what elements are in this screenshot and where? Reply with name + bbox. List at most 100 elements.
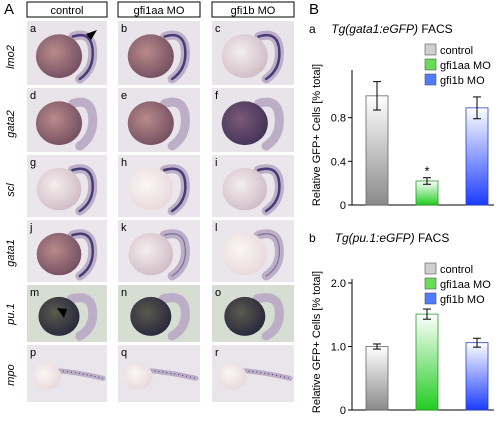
vascular-stain (163, 233, 186, 277)
row-label-scl: scl (5, 183, 17, 197)
row-label-mpo: mpo (5, 364, 17, 385)
arrowhead-icon (57, 308, 67, 318)
legend-label: gfi1aa MO (440, 279, 491, 291)
legend-swatch (424, 73, 437, 86)
significance-marker: * (424, 164, 429, 179)
legend-swatch (424, 292, 437, 305)
chart-b-title-rest: FACS (415, 231, 450, 245)
subfigure-letter: j (29, 222, 32, 234)
chart-a-y-axis-label: Relative GFP+ Cells [% total] (311, 64, 323, 206)
legend-swatch (424, 277, 437, 290)
bar (365, 95, 389, 206)
y-tick-label: 0 (340, 405, 346, 417)
embryo-image-tile: e (118, 88, 200, 152)
vascular-stain (257, 233, 280, 277)
embryo-yolk (221, 34, 268, 79)
embryo-yolk (38, 296, 80, 336)
embryo-image-tile: r (212, 345, 294, 402)
embryo-image-tile: l (212, 220, 294, 282)
row-label-lmo2: lmo2 (5, 45, 17, 69)
column-header-box (117, 1, 201, 18)
panel-a-label: A (4, 1, 14, 18)
legend-swatch (424, 262, 437, 275)
chart-a-title-italic: Tg(gata1:eGFP) (331, 22, 418, 36)
embryo-yolk (224, 296, 266, 336)
subfigure-letter: h (121, 157, 127, 169)
embryo-image-tile: p (27, 345, 107, 402)
bar (465, 107, 489, 206)
y-tick-label: 1.0 (331, 342, 346, 354)
embryo-tail (68, 97, 98, 151)
y-tick-label: 0.4 (331, 156, 346, 168)
embryo-image-tile: f (212, 88, 294, 152)
subfigure-letter: f (215, 90, 219, 102)
embryo-tail (158, 293, 190, 341)
chart-b-title: Tg(pu.1:eGFP) FACS (335, 231, 450, 245)
embryo-image-tile: q (118, 345, 200, 402)
embryo-yolk (128, 167, 174, 211)
vascular-stain (71, 33, 94, 81)
embryo-tail (160, 97, 190, 151)
subfigure-letter: d (30, 90, 36, 102)
bar (465, 342, 489, 411)
column-header-box (26, 1, 108, 18)
panel-b-label: B (309, 1, 319, 18)
embryo-yolk (35, 34, 83, 79)
subfigure-letter: o (215, 287, 221, 299)
legend-label: control (440, 264, 473, 276)
bar (365, 346, 389, 411)
vascular-stain (256, 167, 281, 213)
row-label-pu1: pu.1 (5, 303, 17, 325)
column-header-control: control (50, 5, 83, 17)
vascular-stain (162, 167, 187, 213)
subfigure-letter: e (121, 90, 127, 102)
chart-a-title: Tg(gata1:eGFP) FACS (331, 22, 452, 36)
embryo-yolk (35, 101, 83, 146)
embryo-yolk (36, 232, 82, 276)
legend-label: gfi1b MO (440, 75, 485, 87)
chart-a-subpanel-letter: a (309, 22, 316, 36)
embryo-tail (252, 293, 284, 341)
embryo-image-tile: g (27, 155, 107, 217)
embryo-image-tile: c (212, 21, 294, 85)
embryo-tail (254, 97, 284, 151)
subfigure-letter: r (215, 347, 219, 359)
embryo-image-tile: h (118, 155, 200, 217)
embryo-yolk (33, 363, 61, 390)
bar (415, 313, 439, 411)
chart-b-title-italic: Tg(pu.1:eGFP) (335, 231, 415, 245)
y-tick-label: 0 (340, 200, 346, 212)
chart-pu1-facs: b Tg(pu.1:eGFP) FACS Relative GFP+ Cells… (309, 231, 494, 417)
vascular-stain (71, 167, 94, 213)
vascular-stain (71, 232, 94, 278)
embryo-image-tile: i (212, 155, 294, 217)
embryo-image-tile: o (212, 285, 294, 342)
row-label-gata2: gata2 (5, 110, 17, 138)
embryo-yolk (36, 167, 82, 211)
legend-label: control (440, 45, 473, 57)
arrowhead-icon (86, 30, 97, 40)
subfigure-letter: n (121, 287, 127, 299)
column-headers: control gfi1aa MO gfi1b MO (26, 1, 295, 18)
y-tick-label: 0.8 (331, 113, 346, 125)
embryo-yolk (128, 232, 174, 276)
y-tick-label: 2.0 (331, 278, 346, 290)
embryo-tail (66, 293, 98, 341)
legend-swatch (424, 58, 437, 71)
embryo-yolk (222, 167, 268, 211)
subfigure-letter: m (30, 287, 39, 299)
embryo-yolk (130, 296, 172, 336)
chart-a-title-rest: FACS (418, 22, 453, 36)
subfigure-letter: a (30, 23, 37, 35)
subfigure-letter: i (215, 157, 217, 169)
embryo-image-tile: j (27, 220, 107, 282)
row-label-gata1: gata1 (5, 239, 17, 267)
subfigure-letter: p (30, 347, 36, 359)
embryo-yolk (127, 34, 174, 79)
subfigure-letter: q (121, 347, 127, 359)
chart-b-y-axis-label: Relative GFP+ Cells [% total] (311, 271, 323, 413)
row-labels: lmo2 gata2 scl gata1 pu.1 mpo (5, 45, 17, 386)
embryo-yolk (218, 363, 247, 390)
vascular-stain (257, 33, 281, 81)
